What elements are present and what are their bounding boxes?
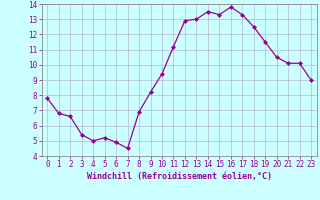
X-axis label: Windchill (Refroidissement éolien,°C): Windchill (Refroidissement éolien,°C) bbox=[87, 172, 272, 181]
